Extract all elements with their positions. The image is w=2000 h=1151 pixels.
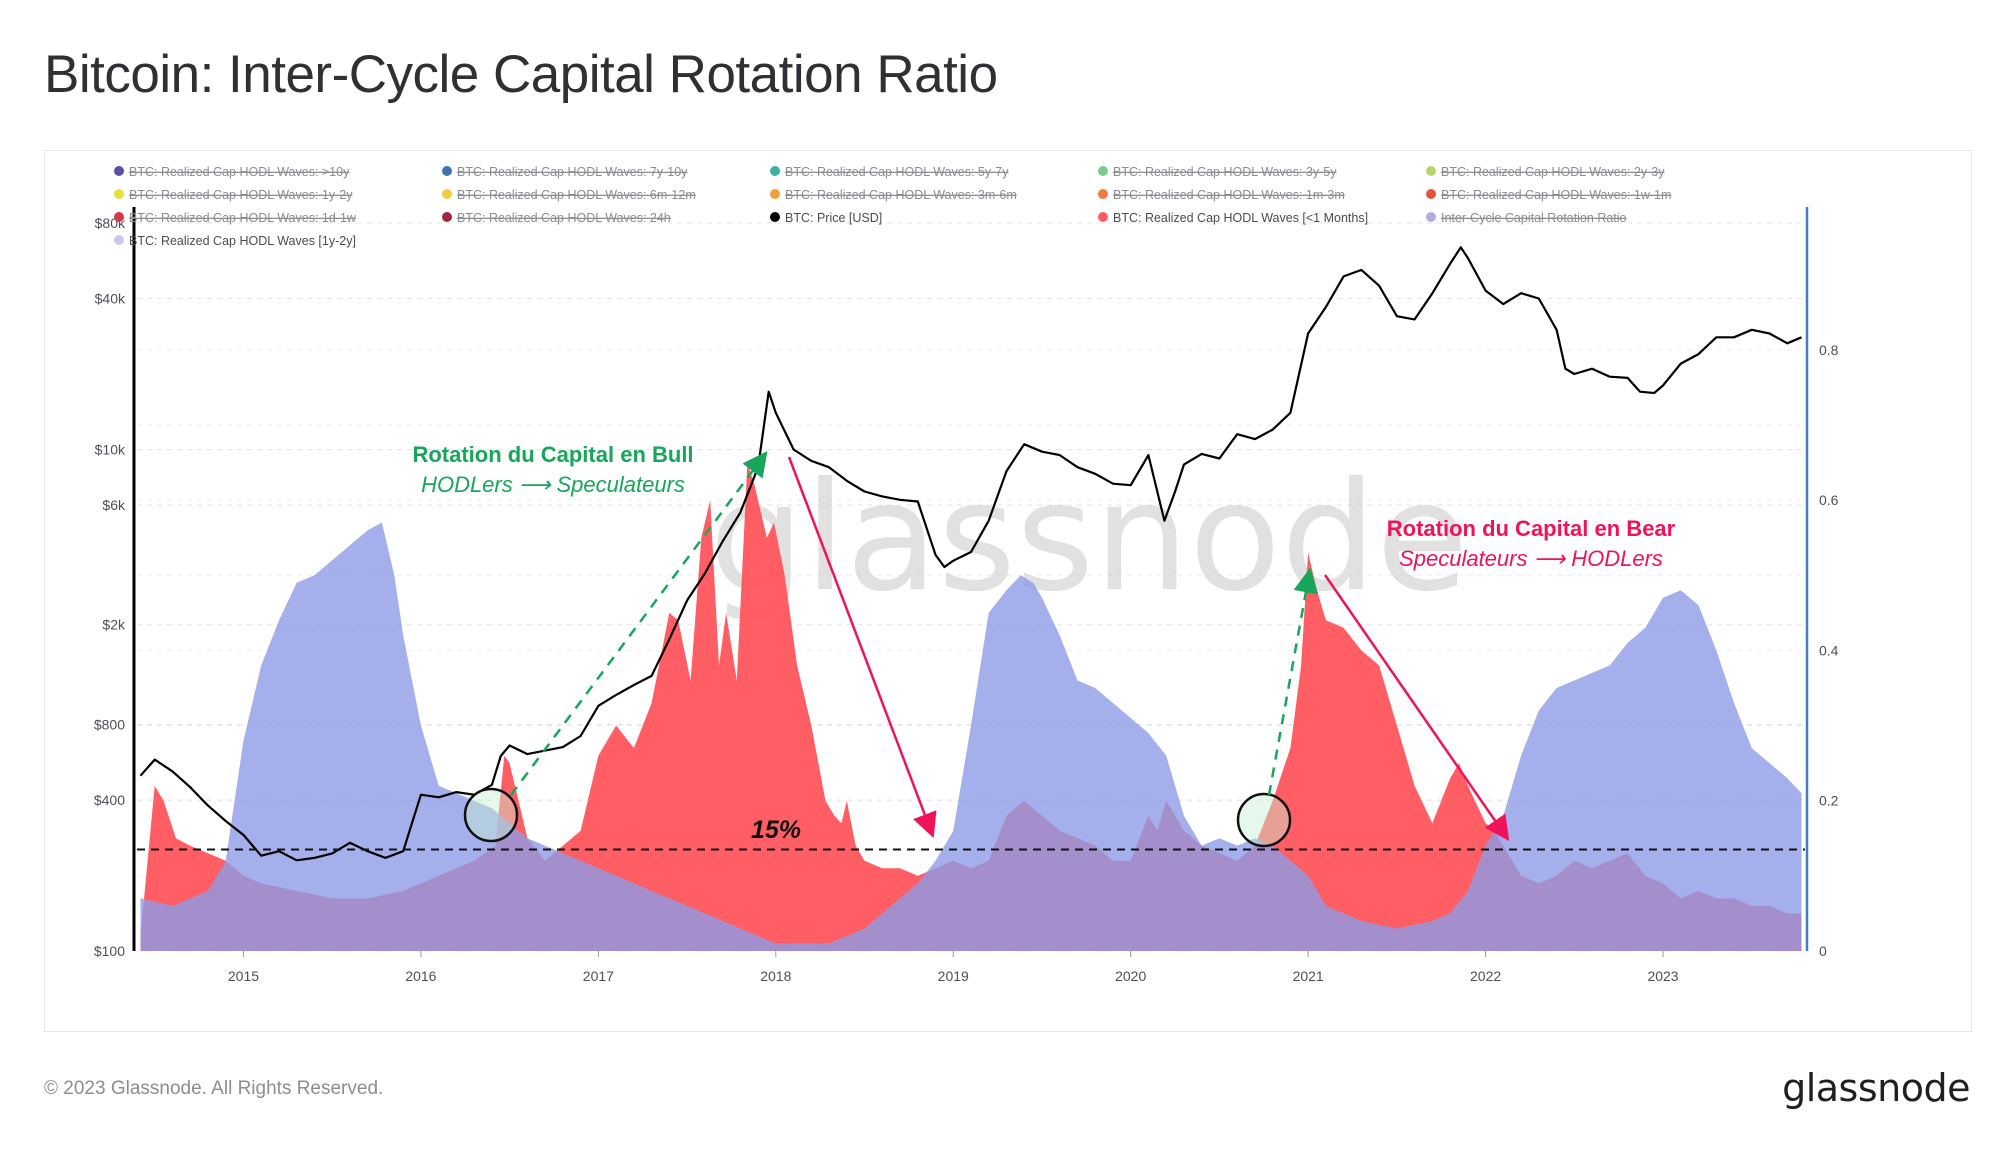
legend-item: BTC: Realized Cap HODL Waves: 3y-5y xyxy=(1098,165,1337,179)
y-left-tick-label: $10k xyxy=(95,441,126,457)
legend: BTC: Realized Cap HODL Waves: >10y BTC: R… xyxy=(114,165,1671,248)
y-left-tick-label: $800 xyxy=(94,717,125,733)
legend-label: BTC: Realized Cap HODL Waves: 1m-3m xyxy=(1113,188,1345,202)
x-tick-label: 2022 xyxy=(1470,968,1501,984)
y-right-tick-label: 0.4 xyxy=(1819,642,1839,658)
bear-start-circle xyxy=(1236,792,1292,848)
y-right-tick-label: 0 xyxy=(1819,943,1827,959)
series-layer xyxy=(139,246,1802,951)
bull-start-circle xyxy=(463,787,519,843)
y-right-tick-label: 0.6 xyxy=(1819,492,1839,508)
legend-item: BTC: Realized Cap HODL Waves: 24h xyxy=(442,211,671,225)
legend-label: BTC: Realized Cap HODL Waves: 1y-2y xyxy=(129,188,353,202)
legend-swatch xyxy=(442,189,452,199)
legend-item: BTC: Realized Cap HODL Waves: 2y-3y xyxy=(1426,165,1665,179)
legend-swatch xyxy=(1426,189,1436,199)
legend-swatch xyxy=(1426,166,1436,176)
legend-item: BTC: Realized Cap HODL Waves: 6m-12m xyxy=(442,188,696,202)
legend-item: BTC: Realized Cap HODL Waves: 1w-1m xyxy=(1426,188,1671,202)
watermark-glassnode: glassnode xyxy=(709,451,1468,625)
legend-swatch xyxy=(770,189,780,199)
y-left-tick-label: $2k xyxy=(102,617,126,633)
legend-label: BTC: Price [USD] xyxy=(785,211,882,225)
legend-swatch xyxy=(114,189,124,199)
legend-item: BTC: Realized Cap HODL Waves: 3m-6m xyxy=(770,188,1017,202)
glassnode-logo: glassnode xyxy=(1782,1066,1970,1110)
legend-swatch xyxy=(1426,212,1436,222)
x-tick-label: 2015 xyxy=(228,968,259,984)
y-right-tick-label: 0.2 xyxy=(1819,793,1839,809)
legend-swatch xyxy=(114,212,124,222)
legend-label: BTC: Realized Cap HODL Waves: >10y xyxy=(129,165,350,179)
legend-label: BTC: Realized Cap HODL Waves: 5y-7y xyxy=(785,165,1009,179)
legend-label: BTC: Realized Cap HODL Waves: 1d-1w xyxy=(129,211,357,225)
y-left-tick-label: $400 xyxy=(94,792,125,808)
legend-label: Inter-Cycle Capital Rotation Ratio xyxy=(1441,211,1627,225)
x-tick-label: 2021 xyxy=(1293,968,1324,984)
legend-swatch xyxy=(1098,212,1108,222)
bear-to-hodl-arrow xyxy=(1323,574,1510,842)
y-left-tick-label: $100 xyxy=(94,943,125,959)
legend-label: BTC: Realized Cap HODL Waves: 2y-3y xyxy=(1441,165,1665,179)
footer-copyright: © 2023 Glassnode. All Rights Reserved. xyxy=(44,1078,384,1099)
legend-swatch xyxy=(442,212,452,222)
legend-label: BTC: Realized Cap HODL Waves: 24h xyxy=(457,211,671,225)
bear-arrow-dashed xyxy=(1267,567,1319,796)
axes: $100$400$800$2k$6k$10k$40k$80k00.20.40.6… xyxy=(94,207,1839,984)
legend-item: BTC: Realized Cap HODL Waves: 1d-1w xyxy=(114,211,357,225)
legend-item: BTC: Realized Cap HODL Waves: 1y-2y xyxy=(114,188,353,202)
legend-item: BTC: Realized Cap HODL Waves [<1 Months] xyxy=(1098,211,1368,225)
y-left-tick-label: $40k xyxy=(95,290,126,306)
legend-label: BTC: Realized Cap HODL Waves: 3y-5y xyxy=(1113,165,1337,179)
legend-label: BTC: Realized Cap HODL Waves: 6m-12m xyxy=(457,188,696,202)
y-left-tick-label: $6k xyxy=(102,497,126,513)
x-tick-label: 2020 xyxy=(1115,968,1146,984)
bull-annotation-title: Rotation du Capital en Bull xyxy=(412,442,693,467)
legend-swatch xyxy=(442,166,452,176)
series-area-hodl-1y2y xyxy=(140,522,1802,951)
annotations: Rotation du Capital en Bull HODLers ⟶ Sp… xyxy=(412,442,1676,848)
chart-panel: glassnode $100 $400 $800 $2k $6k $10k $40k $80k… xyxy=(44,150,1972,1032)
legend-label: BTC: Realized Cap HODL Waves: 1w-1m xyxy=(1441,188,1671,202)
legend-swatch xyxy=(770,166,780,176)
threshold-label: 15% xyxy=(751,816,801,844)
x-tick-label: 2023 xyxy=(1647,968,1678,984)
y-right-tick-label: 0.8 xyxy=(1819,342,1839,358)
legend-swatch xyxy=(770,212,780,222)
series-line-btc-price xyxy=(139,246,1802,862)
bull-annotation-subtitle: HODLers ⟶ Speculateurs xyxy=(421,472,685,497)
legend-item: BTC: Realized Cap HODL Waves: >10y xyxy=(114,165,350,179)
legend-swatch xyxy=(1098,189,1108,199)
series-area-hodl-lt1m xyxy=(140,462,1802,951)
bear-annotation-subtitle: Speculateurs ⟶ HODLers xyxy=(1399,546,1663,571)
bull-to-bear-arrow xyxy=(787,456,937,839)
legend-swatch xyxy=(1098,166,1108,176)
page-title: Bitcoin: Inter-Cycle Capital Rotation Ra… xyxy=(44,45,998,104)
x-tick-label: 2016 xyxy=(405,968,436,984)
x-tick-label: 2018 xyxy=(760,968,791,984)
legend-item: BTC: Realized Cap HODL Waves: 1m-3m xyxy=(1098,188,1345,202)
legend-item: BTC: Realized Cap HODL Waves: 7y-10y xyxy=(442,165,688,179)
bull-arrow-1 xyxy=(509,450,768,796)
legend-label: BTC: Realized Cap HODL Waves [<1 Months] xyxy=(1113,211,1368,225)
legend-item: BTC: Price [USD] xyxy=(770,211,882,225)
x-tick-label: 2017 xyxy=(583,968,614,984)
legend-swatch xyxy=(114,166,124,176)
legend-swatch xyxy=(114,235,124,245)
legend-item: Inter-Cycle Capital Rotation Ratio xyxy=(1426,211,1627,225)
legend-label: BTC: Realized Cap HODL Waves [1y-2y] xyxy=(129,234,356,248)
legend-label: BTC: Realized Cap HODL Waves: 3m-6m xyxy=(785,188,1017,202)
legend-item: BTC: Realized Cap HODL Waves [1y-2y] xyxy=(114,234,356,248)
legend-item: BTC: Realized Cap HODL Waves: 5y-7y xyxy=(770,165,1009,179)
x-tick-label: 2019 xyxy=(938,968,969,984)
legend-label: BTC: Realized Cap HODL Waves: 7y-10y xyxy=(457,165,688,179)
chart-svg: glassnode $100$400$800$2k$6k$10k$40k$80k… xyxy=(94,165,1839,984)
bear-annotation-title: Rotation du Capital en Bear xyxy=(1387,516,1676,541)
